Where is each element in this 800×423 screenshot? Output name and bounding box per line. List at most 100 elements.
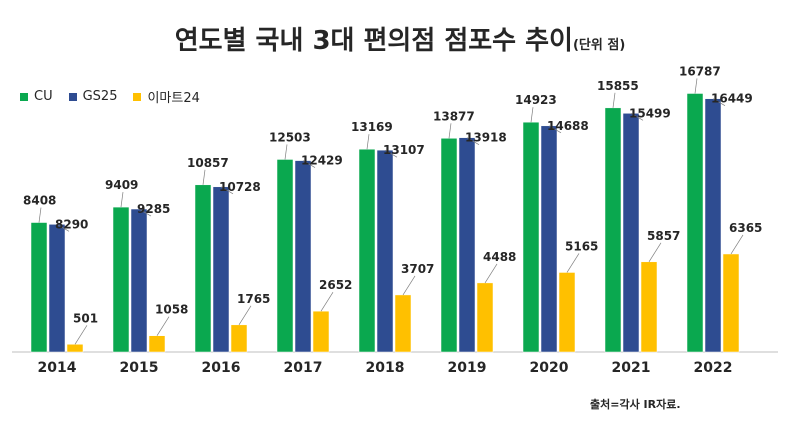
bar-이마트24-2015	[148, 335, 166, 353]
bar-gs25-2015	[130, 208, 148, 353]
data-label-cu-2015: 9409	[105, 178, 138, 192]
data-label-cu-2021: 15855	[597, 79, 639, 93]
bar-cu-2017	[276, 159, 294, 353]
unit-note: (단위 점)	[572, 38, 626, 53]
bar-이마트24-2018	[394, 294, 412, 353]
data-label-cu-2016: 10857	[187, 156, 229, 170]
leader-이마트24-2018	[402, 275, 416, 296]
data-label-gs25-2016: 10728	[219, 180, 261, 194]
bar-gs25-2014	[48, 224, 66, 353]
legend-item-gs25: GS25	[68, 89, 118, 104]
legend: CU GS25 이마트24	[20, 87, 216, 106]
bar-gs25-2022	[704, 98, 722, 353]
legend-swatch-gs25	[68, 92, 77, 101]
leader-이마트24-2022	[730, 234, 744, 255]
leader-cu-2017	[284, 144, 288, 160]
leader-cu-2022	[694, 78, 698, 94]
source-note: 출처=각사 IR자료.	[590, 398, 681, 411]
leader-gs25-2021	[630, 113, 644, 121]
data-label-이마트24-2014: 501	[73, 311, 98, 325]
bar-이마트24-2016	[230, 324, 248, 353]
x-tick-label-2017: 2017	[284, 360, 323, 376]
leader-cu-2015	[120, 192, 124, 208]
bar-cu-2021	[604, 107, 622, 353]
leader-gs25-2020	[548, 125, 562, 134]
bar-cu-2016	[194, 184, 212, 353]
data-label-이마트24-2019: 4488	[483, 250, 516, 264]
bar-이마트24-2022	[722, 253, 740, 353]
data-label-cu-2020: 14923	[515, 93, 557, 107]
data-label-gs25-2015: 9285	[137, 202, 170, 216]
data-label-gs25-2014: 8290	[55, 217, 88, 231]
x-tick-label-2022: 2022	[694, 360, 733, 376]
x-tick-label-2015: 2015	[120, 360, 159, 376]
legend-swatch-cu	[20, 92, 28, 101]
bar-이마트24-2017	[312, 310, 330, 353]
leader-gs25-2017	[302, 160, 316, 168]
data-label-cu-2014: 8408	[23, 194, 56, 208]
leader-cu-2014	[38, 207, 42, 223]
data-label-이마트24-2016: 1765	[237, 292, 270, 306]
leader-gs25-2018	[384, 149, 398, 158]
data-label-이마트24-2020: 5165	[565, 239, 598, 253]
data-label-cu-2018: 13169	[351, 120, 393, 134]
data-label-cu-2022: 16787	[679, 64, 721, 78]
bar-gs25-2016	[212, 186, 230, 353]
leader-cu-2020	[530, 107, 534, 123]
bar-gs25-2018	[376, 149, 394, 353]
leader-이마트24-2019	[484, 263, 498, 284]
x-tick-label-2021: 2021	[612, 360, 651, 376]
legend-swatch-emart24	[133, 92, 142, 101]
chart-title: 연도별 국내 3대 편의점 점포수 추이	[174, 26, 573, 56]
leader-이마트24-2016	[238, 305, 252, 326]
bar-cu-2020	[522, 121, 540, 353]
data-label-gs25-2022: 16449	[711, 92, 753, 106]
bar-cu-2015	[112, 206, 130, 353]
bar-cu-2019	[440, 138, 458, 353]
bar-이마트24-2014	[66, 344, 84, 353]
data-label-이마트24-2017: 2652	[319, 278, 352, 292]
leader-이마트24-2021	[648, 242, 662, 262]
leader-gs25-2019	[466, 137, 480, 145]
data-label-이마트24-2018: 3707	[401, 262, 434, 276]
legend-label-cu: CU	[34, 89, 53, 104]
bar-이마트24-2019	[476, 282, 494, 353]
legend-label-emart24: 이마트24	[147, 91, 200, 106]
legend-item-emart24: 이마트24	[133, 87, 200, 106]
bar-이마트24-2020	[558, 272, 576, 353]
data-label-gs25-2017: 12429	[301, 154, 343, 168]
legend-label-gs25: GS25	[82, 89, 118, 104]
leader-이마트24-2014	[74, 325, 88, 345]
data-label-이마트24-2015: 1058	[155, 303, 188, 317]
leader-cu-2016	[202, 169, 206, 185]
leader-이마트24-2017	[320, 291, 334, 312]
data-label-gs25-2018: 13107	[383, 143, 425, 157]
x-tick-label-2016: 2016	[202, 360, 241, 376]
leader-이마트24-2015	[156, 316, 170, 336]
bar-이마트24-2021	[640, 261, 658, 353]
leader-cu-2019	[448, 123, 452, 139]
bar-cu-2018	[358, 148, 376, 353]
leader-gs25-2014	[56, 224, 70, 232]
bar-gs25-2021	[622, 113, 640, 353]
data-label-이마트24-2022: 6365	[729, 221, 762, 235]
x-tick-label-2014: 2014	[38, 360, 77, 376]
data-label-gs25-2021: 15499	[629, 106, 671, 120]
bar-gs25-2020	[540, 125, 558, 353]
chart-title-block: 연도별 국내 3대 편의점 점포수 추이(단위 점)	[0, 20, 800, 57]
legend-item-cu: CU	[20, 89, 53, 104]
data-label-cu-2017: 12503	[269, 130, 311, 144]
bar-cu-2014	[30, 222, 48, 353]
x-tick-label-2018: 2018	[366, 360, 405, 376]
data-label-이마트24-2021: 5857	[647, 229, 680, 243]
bar-gs25-2017	[294, 160, 312, 353]
leader-gs25-2015	[138, 208, 152, 217]
data-label-cu-2019: 13877	[433, 109, 475, 123]
data-label-gs25-2020: 14688	[547, 119, 589, 133]
x-tick-label-2019: 2019	[448, 360, 487, 376]
leader-cu-2018	[366, 134, 370, 150]
leader-gs25-2016	[220, 186, 234, 195]
leader-cu-2021	[612, 92, 616, 108]
